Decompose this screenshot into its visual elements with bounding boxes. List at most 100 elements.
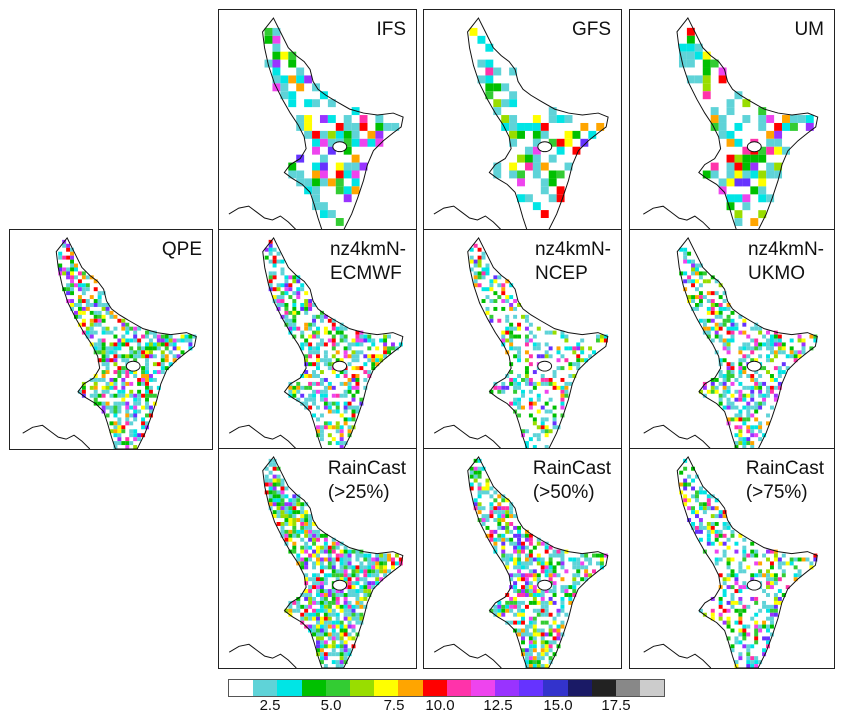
- rain-cell: [501, 545, 506, 550]
- rain-cell: [343, 130, 352, 139]
- rain-cell: [746, 553, 751, 558]
- rain-cell: [592, 350, 596, 355]
- rain-cell: [113, 358, 118, 363]
- rain-cell: [296, 510, 301, 515]
- rain-cell: [513, 545, 518, 550]
- rain-cell: [509, 322, 514, 327]
- rain-cell: [319, 413, 324, 418]
- rain-cell: [343, 409, 348, 414]
- rain-cell: [105, 389, 110, 394]
- rain-cell: [343, 421, 348, 426]
- rain-cell: [117, 433, 122, 438]
- rain-cell: [695, 271, 699, 276]
- rain-cell: [339, 330, 344, 335]
- rain-cell: [323, 397, 328, 402]
- rain-cell: [706, 525, 711, 530]
- rain-cell: [509, 553, 514, 558]
- rain-cell: [272, 458, 277, 463]
- rain-cell: [726, 522, 731, 526]
- rain-cell: [742, 632, 747, 637]
- rain-cell: [548, 632, 553, 637]
- rain-cell: [766, 389, 770, 394]
- rain-cell: [304, 529, 309, 534]
- rain-cell: [524, 557, 529, 562]
- rain-cell: [347, 577, 352, 582]
- rain-cell: [272, 486, 277, 491]
- rain-cell: [113, 354, 118, 359]
- rain-cell: [695, 494, 699, 499]
- rain-cell: [148, 350, 153, 355]
- rain-cell: [272, 498, 277, 503]
- rain-cell: [319, 589, 324, 594]
- rain-cell: [343, 624, 348, 629]
- rain-cell: [276, 502, 281, 507]
- rain-cell: [702, 525, 707, 530]
- rain-cell: [331, 600, 336, 605]
- rain-cell: [781, 370, 786, 375]
- rain-cell: [351, 130, 360, 139]
- rain-cell: [742, 370, 747, 375]
- rain-cell: [789, 115, 798, 123]
- rain-cell: [66, 271, 71, 276]
- rain-cell: [528, 573, 533, 578]
- rain-cell: [319, 397, 324, 402]
- rain-cell: [695, 529, 699, 534]
- rain-cell: [296, 397, 301, 402]
- rain-cell: [679, 482, 684, 487]
- rain-cell: [316, 652, 320, 657]
- rain-cell: [339, 437, 344, 442]
- rain-cell: [343, 656, 348, 661]
- rain-cell: [750, 549, 755, 554]
- rain-cell: [300, 393, 305, 398]
- rain-cell: [706, 306, 711, 311]
- rain-cell: [552, 549, 557, 554]
- rain-cell: [387, 553, 391, 558]
- rain-cell: [351, 549, 356, 554]
- rain-cell: [738, 389, 743, 394]
- rain-cell: [746, 632, 751, 637]
- rain-cell: [343, 354, 348, 359]
- rain-cell: [746, 413, 751, 418]
- rain-cell: [564, 389, 569, 394]
- rain-cell: [129, 389, 134, 394]
- rain-cell: [762, 393, 767, 398]
- rain-cell: [521, 545, 525, 550]
- rain-cell: [172, 342, 177, 347]
- rain-cell: [280, 259, 285, 264]
- rain-cell: [339, 593, 344, 597]
- south-island-coastline: [228, 643, 297, 668]
- rain-cell: [355, 589, 360, 594]
- rain-cell: [505, 525, 510, 530]
- rain-cell: [521, 549, 525, 554]
- rain-cell: [730, 533, 735, 538]
- rain-cell: [524, 660, 529, 665]
- rain-cell: [359, 577, 364, 582]
- rain-cell: [351, 405, 356, 410]
- rain-cell: [152, 377, 157, 382]
- rain-cell: [734, 405, 739, 410]
- rain-cell: [766, 628, 770, 633]
- rain-cell: [595, 338, 600, 343]
- rain-cell: [686, 75, 695, 84]
- rain-cell: [489, 529, 494, 534]
- rain-cell: [316, 573, 320, 578]
- rain-cell: [343, 405, 348, 410]
- rain-cell: [564, 393, 569, 398]
- rain-cell: [331, 652, 336, 657]
- rain-cell: [268, 486, 273, 491]
- rain-cell: [276, 303, 281, 307]
- lake-taupo: [332, 141, 348, 153]
- rain-cell: [367, 334, 372, 339]
- rain-cell: [540, 608, 545, 613]
- rain-cell: [750, 374, 755, 378]
- rain-cell: [308, 533, 313, 538]
- rain-cell: [284, 486, 289, 491]
- rain-cell: [742, 397, 747, 402]
- rain-cell: [734, 541, 739, 546]
- color-swatch: [301, 680, 326, 696]
- rain-cell: [718, 616, 723, 621]
- rain-cell: [351, 608, 356, 613]
- rain-cell: [568, 557, 573, 562]
- rain-cell: [292, 334, 297, 339]
- rain-cell: [113, 433, 118, 438]
